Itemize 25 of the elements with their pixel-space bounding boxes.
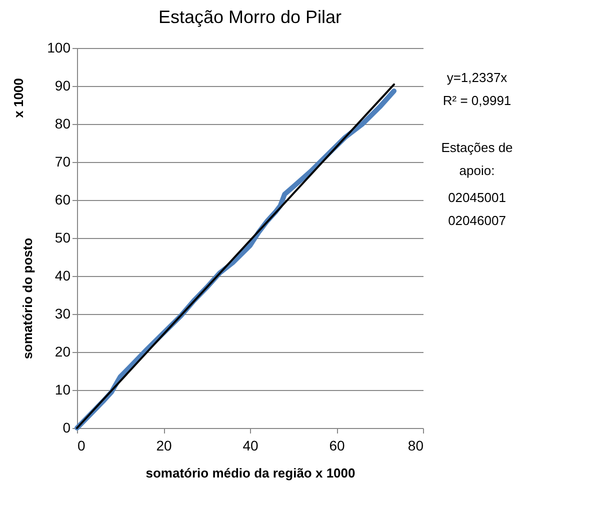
text: Estações de apoio: (441, 140, 513, 178)
text: x 1000 (11, 78, 26, 118)
text: R² = 0,9991 (442, 93, 512, 108)
x-tick-label: 40 (242, 438, 258, 454)
y-tick-label: 20 (54, 344, 71, 360)
text: y=1,2337x (446, 70, 508, 85)
y-tick-label: 70 (54, 154, 71, 170)
x-tick-label: 0 (78, 438, 86, 454)
chart-title: Estação Morro do Pilar (158, 7, 342, 27)
x-tick-label: 80 (408, 438, 424, 454)
x-axis-title: somatório médio da região x 1000 (146, 466, 356, 480)
y-tick-label: 80 (54, 116, 71, 132)
y-tick-label: 100 (47, 40, 71, 56)
text: 02045001 (448, 190, 506, 205)
y-tick-label: 90 (54, 78, 71, 94)
y-tick-label: 60 (54, 192, 71, 208)
y-tick-label: 40 (54, 268, 71, 284)
y-tick-label: 10 (54, 382, 71, 398)
y-tick-label: 0 (62, 420, 71, 436)
x-tick-label: 60 (329, 438, 345, 454)
y-tick-label: 50 (54, 230, 71, 246)
y-tick-label: 30 (54, 306, 71, 322)
text: 02046007 (448, 213, 506, 228)
y-axis-title: somatório do posto (20, 238, 36, 360)
x-tick-label: 20 (156, 438, 172, 454)
